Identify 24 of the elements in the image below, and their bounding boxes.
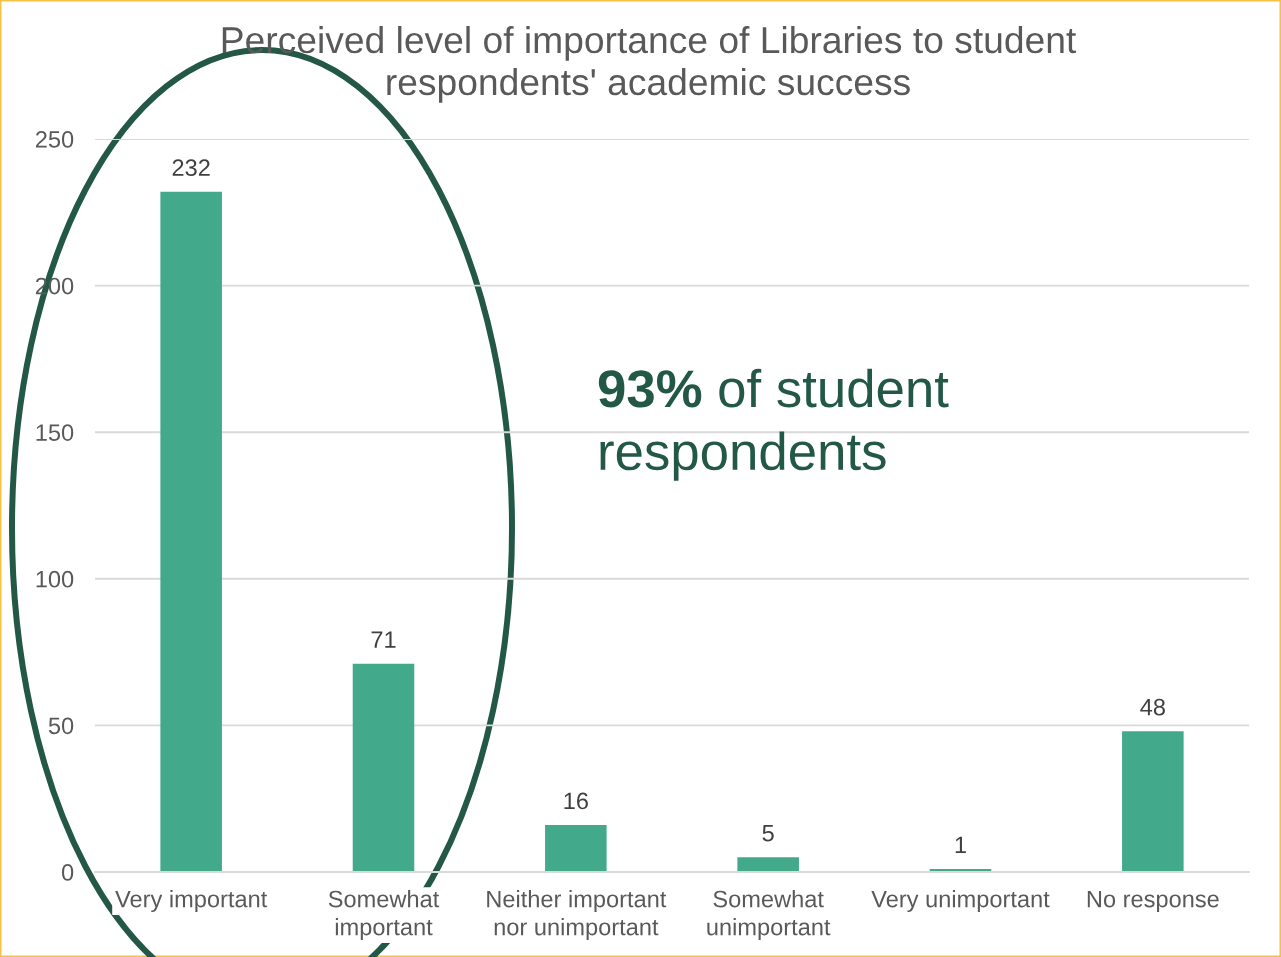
- y-tick-label: 0: [61, 864, 74, 881]
- x-tick-label: Somewhat unimportant: [707, 890, 831, 941]
- bar: [160, 191, 222, 872]
- x-tick-label: Somewhat important: [328, 890, 440, 941]
- data-label: 71: [371, 631, 396, 648]
- data-label: 48: [1140, 698, 1165, 716]
- x-tick-label: Very unimportant: [871, 890, 1050, 913]
- y-tick-label: 250: [35, 131, 74, 148]
- x-tick-label: No response: [1087, 890, 1219, 913]
- x-tick-label: Very important: [115, 890, 268, 913]
- data-label: 232: [172, 159, 210, 176]
- x-tick-label: Neither important nor unimportant: [487, 890, 667, 941]
- bar: [737, 857, 799, 872]
- bar: [545, 825, 607, 872]
- data-label: 5: [762, 825, 774, 842]
- y-tick-label: 100: [36, 570, 74, 588]
- y-tick-label: 150: [36, 424, 74, 441]
- bar: [352, 663, 415, 872]
- chart-title: Perceived level of importance of Libraries to student respondents' academic success: [222, 26, 1077, 103]
- y-tick-label: 50: [48, 717, 74, 735]
- bar: [1122, 731, 1184, 872]
- data-label: 16: [564, 792, 588, 810]
- data-label: 1: [955, 836, 966, 854]
- annotation: 93% of student respondents: [598, 368, 949, 481]
